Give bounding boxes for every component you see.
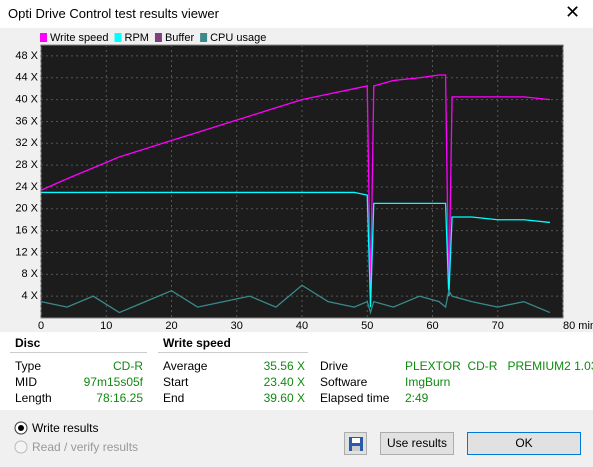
value: 2:49 (405, 391, 429, 405)
label: MID (15, 375, 37, 389)
label: Length (15, 391, 52, 405)
window-title: Opti Drive Control test results viewer (8, 6, 219, 21)
chart: 4 X 8 X 12 X 16 X 20 X 24 X 28 X 32 X 36 X 40 X 44… (0, 28, 593, 332)
value: 39.60 X (263, 391, 305, 405)
value: CD-R (113, 359, 143, 373)
separator (10, 352, 147, 353)
label: Type (15, 359, 42, 373)
legend-label: RPM (125, 32, 149, 44)
x-tick-label: 70 (492, 320, 504, 332)
value: 35.56 X (263, 359, 305, 373)
legend-label: CPU usage (210, 32, 266, 44)
use-results-button[interactable]: Use results (380, 432, 454, 455)
radio-label[interactable]: Write results (32, 421, 99, 435)
ok-button[interactable]: OK (467, 432, 581, 455)
value: 78:16.25 (96, 391, 143, 405)
x-tick-label: 0 (38, 320, 44, 332)
label: Start (163, 375, 189, 389)
y-tick-label: 44 X (15, 72, 38, 84)
title-bar (0, 0, 593, 28)
radio-dot (18, 425, 24, 431)
header: Disc (15, 336, 41, 350)
legend-swatch (200, 33, 208, 42)
x-tick-label: 30 (231, 320, 243, 332)
radio-label: Read / verify results (32, 440, 139, 454)
separator (158, 352, 308, 353)
y-tick-label: 24 X (15, 181, 38, 193)
x-tick-label: 80 min (563, 320, 593, 332)
y-tick-label: 28 X (15, 159, 38, 171)
value: 97m15s05f (83, 375, 143, 389)
x-tick-label: 10 (100, 320, 112, 332)
y-tick-label: 40 X (15, 94, 38, 106)
save-icon (348, 437, 363, 451)
x-tick-label: 50 (361, 320, 373, 332)
save-button[interactable] (344, 432, 367, 455)
y-tick-label: 48 X (15, 50, 38, 62)
x-tick-label: 20 (165, 320, 177, 332)
y-tick-label: 20 X (15, 203, 38, 215)
y-tick-label: 12 X (15, 246, 38, 258)
x-tick-label: 40 (296, 320, 308, 332)
series-line (40, 74, 551, 297)
radio (14, 440, 28, 454)
label: End (163, 391, 185, 405)
legend-swatch (154, 33, 162, 42)
value: PLEXTOR CD-R PREMIUM2 1.03 (405, 359, 593, 373)
radio-icons (14, 421, 28, 454)
y-tick-label: 32 X (15, 137, 38, 149)
y-tick-label: 36 X (15, 115, 38, 127)
label: Average (163, 359, 208, 373)
y-tick-label: 16 X (15, 225, 38, 237)
y-tick-label: 8 X (21, 268, 38, 280)
summary-panel (0, 332, 593, 410)
label: Elapsed time (320, 391, 390, 405)
label: Drive (320, 359, 349, 373)
value: 23.40 X (263, 375, 305, 389)
header: Write speed (163, 336, 231, 350)
legend-label: Write speed (50, 32, 109, 44)
y-tick-label: 4 X (21, 290, 38, 302)
series-line (41, 191, 551, 308)
legend-swatch (40, 33, 47, 42)
series-line (40, 284, 551, 315)
value: ImgBurn (405, 375, 451, 389)
legend-swatch (114, 33, 122, 42)
close-button[interactable]: ✕ (565, 2, 581, 22)
legend-label: Buffer (165, 32, 194, 44)
x-tick-label: 60 (426, 320, 438, 332)
label: Software (320, 375, 368, 389)
